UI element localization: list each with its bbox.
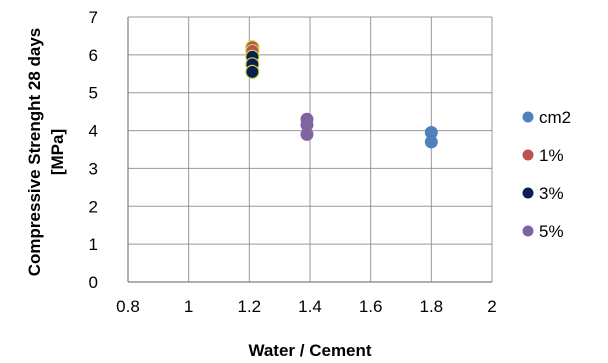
x-tick-label: 1.4 [298, 297, 322, 316]
x-tick-label: 0.8 [116, 297, 140, 316]
legend-marker-5pct [522, 225, 534, 237]
x-tick-label: 1.6 [359, 297, 383, 316]
y-tick-label: 1 [89, 235, 98, 254]
legend-label-3pct: 3% [539, 184, 564, 203]
legend-label-cm2: cm2 [539, 108, 571, 127]
data-point-5pct [300, 118, 314, 132]
legend-label-5pct: 5% [539, 222, 564, 241]
y-tick-label: 2 [89, 197, 98, 216]
legend-marker-cm2 [522, 111, 534, 123]
y-tick-label: 5 [89, 84, 98, 103]
y-axis-title: Compressive Strenght 28 days [MPa] [25, 28, 67, 276]
data-point-cm2 [424, 125, 438, 139]
data-point-3pct [245, 64, 260, 79]
y-tick-label: 0 [89, 273, 98, 292]
y-tick-label: 7 [89, 8, 98, 27]
x-tick-label: 2 [487, 297, 496, 316]
data-point-5pct [300, 127, 314, 141]
legend-marker-3pct [522, 187, 534, 199]
legend-marker-1pct [522, 149, 534, 161]
y-tick-label: 6 [89, 46, 98, 65]
x-tick-label: 1.2 [238, 297, 262, 316]
legend: cm2 1% 3% 5% [522, 108, 571, 241]
y-tick-label: 3 [89, 159, 98, 178]
x-axis-title: Water / Cement [248, 341, 371, 360]
x-tick-label: 1 [184, 297, 193, 316]
y-tick-label: 4 [89, 122, 98, 141]
legend-label-1pct: 1% [539, 146, 564, 165]
data-point-cm2 [424, 135, 438, 149]
x-tick-label: 1.8 [420, 297, 444, 316]
data-points [245, 40, 438, 149]
